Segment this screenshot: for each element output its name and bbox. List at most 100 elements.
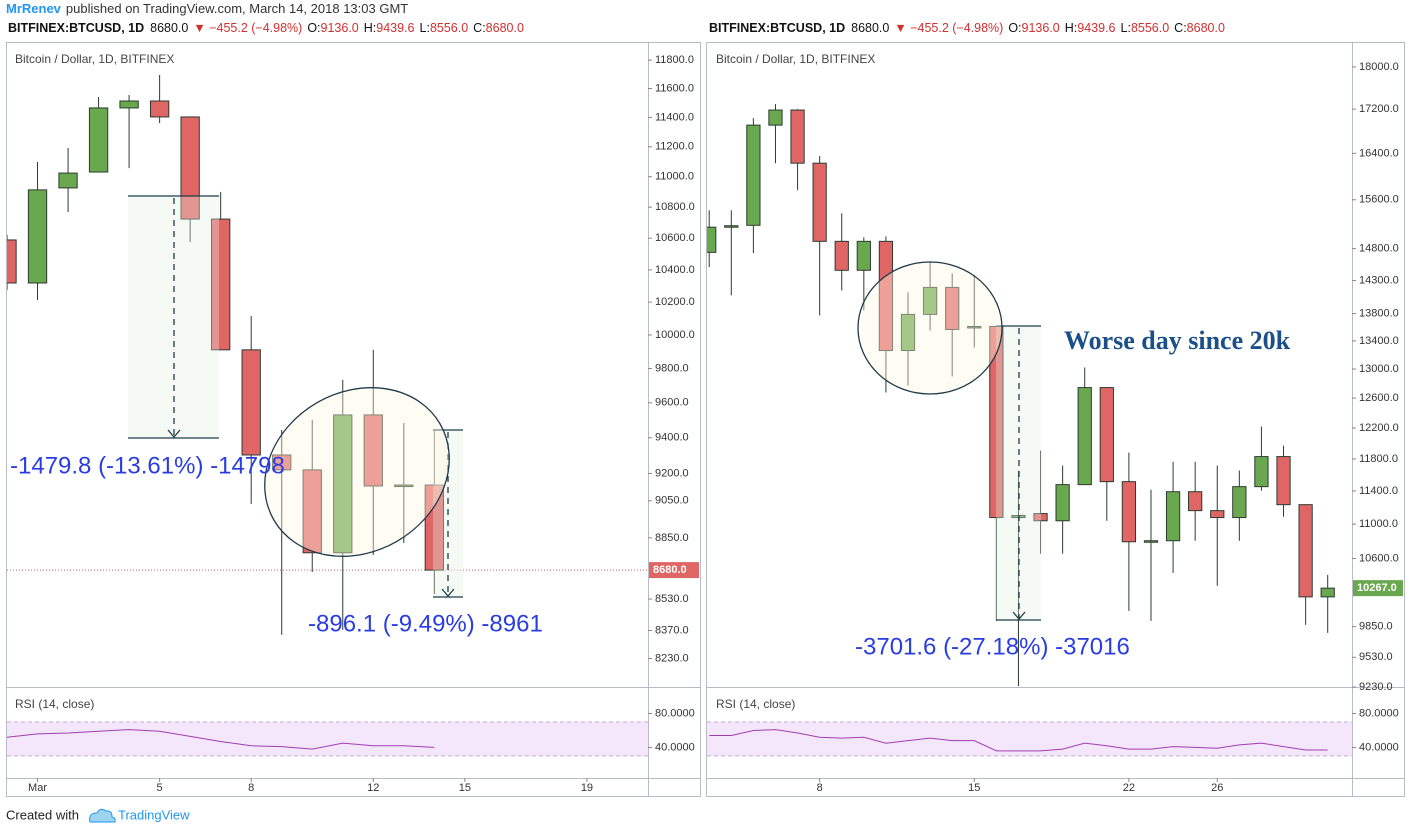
ohlc-value: 8556.0 [430,21,468,35]
candle-body [1298,504,1313,598]
symbol: BITFINEX:BTCUSD, 1D [8,21,144,35]
y-tick-label: 12600.0 [1359,392,1399,404]
y-tick-label: 16400.0 [1359,147,1399,159]
y-tick-label: 18000.0 [1359,61,1399,73]
y-tick-label: 13800.0 [1359,308,1399,320]
candle-body [241,349,261,456]
candle-body [856,240,871,271]
y-tick-label: 11000.0 [1359,518,1398,530]
last-price-label: 8680.0 [653,564,687,576]
candle-body [7,239,17,284]
y-tick-label: 12200.0 [1359,422,1399,434]
candle-body [1232,486,1247,519]
ohlc-key: H: [364,21,377,35]
y-tick-label: 8230.0 [655,652,689,664]
y-tick-label: 9600.0 [655,397,689,409]
y-tick-label: 14300.0 [1359,274,1399,286]
x-tick-label: 8 [817,782,823,794]
y-tick-label: 13000.0 [1359,363,1399,375]
ohlc-value: 8680.0 [1187,21,1225,35]
brand: TradingView [118,807,190,822]
candle-body [1188,491,1203,512]
y-tick-label: 9230.0 [1359,681,1393,693]
plot [7,74,648,635]
candle-body [1121,481,1137,543]
price: 8680.0 [851,21,889,35]
ohlc-value: 9136.0 [1022,21,1060,35]
annotation: -3701.6 (-27.18%) -37016 [855,633,1130,660]
y-tick-label: 9200.0 [655,467,689,479]
y-tick-label: 8370.0 [655,624,689,636]
y-tick-label: 10600.0 [1359,552,1399,564]
y-tick-label: 17200.0 [1359,103,1399,115]
y-tick-label: 10600.0 [655,232,695,244]
candle-body [790,109,805,164]
rsi-plot [7,721,648,757]
candle-body [1165,491,1181,542]
quote-line: BITFINEX:BTCUSD, 1D 8680.0 ▼ −455.2 (−4.98… [709,21,1225,35]
ohlc-key: L: [1121,21,1131,35]
rsi-tick-label: 40.0000 [1359,741,1399,753]
candle-body [363,414,383,487]
y-tick-label: 9530.0 [1359,651,1393,663]
candle-body [1320,587,1335,598]
highlight-ellipse [264,387,450,557]
rsi-line [7,729,435,750]
legend: Bitcoin / Dollar, 1D, BITFINEX [716,52,875,66]
annotation: -1479.8 (-13.61%) -14798 [10,452,285,479]
created-with: Created with [6,807,79,822]
y-tick-label: 11400.0 [655,111,694,123]
y-tick-label: 10800.0 [655,201,695,213]
candle-body [424,484,444,571]
last-price-label: 10267.0 [1357,582,1397,594]
y-tick-label: 9850.0 [1359,621,1393,633]
price: 8680.0 [150,21,188,35]
y-tick-label: 8850.0 [655,532,689,544]
candle-body [724,225,739,228]
x-tick-label: 12 [367,782,379,794]
quote: BITFINEX:BTCUSD, 1D 8680.0 ▼ −455.2 (−4.98… [709,21,1225,35]
candle-body [58,172,78,189]
x-tick-label: 19 [581,782,593,794]
y-tick-label: 11000.0 [655,171,694,183]
x-tick-label: 22 [1123,782,1135,794]
rsi-label: RSI (14, close) [716,697,795,711]
annotation: -896.1 (-9.49%) -8961 [308,610,543,637]
last-price-box [649,562,699,579]
y-tick-label: 11600.0 [655,82,694,94]
rsi-band [707,721,1352,756]
candle-body [272,454,292,471]
y-tick-label: 9050.0 [655,495,689,507]
candle-body [812,162,827,242]
plot [707,104,1335,686]
x-tick-label: 15 [968,782,980,794]
candle-body [922,286,938,315]
y-tick-label: 14800.0 [1359,243,1399,255]
candle-body [1143,540,1159,543]
candle-body [878,240,894,352]
candle-body [149,100,170,118]
candle-body [1055,484,1070,522]
candle-body [1210,510,1225,519]
change: ▼ −455.2 (−4.98%) [894,21,1003,35]
x-tick-label: 8 [248,782,254,794]
ohlc-key: O: [1008,21,1021,35]
candle-body [88,107,109,173]
highlight-ellipse [857,261,1003,395]
y-tick-label: 10200.0 [655,296,695,308]
logo [89,808,116,823]
ohlc-value: 9136.0 [321,21,359,35]
arrow-head [167,429,181,438]
rsi-plot [707,721,1352,757]
ohlc-value: 9439.6 [1077,21,1115,35]
x-tick-label: 26 [1211,782,1223,794]
y-tick-label: 10400.0 [655,264,695,276]
author: MrRenev [6,1,62,16]
candle-body [302,469,322,554]
y-tick-label: 13400.0 [1359,335,1399,347]
candle-body [746,124,761,226]
ohlc-value: 8556.0 [1131,21,1169,35]
rsi-line [709,729,1328,752]
labels: Bitcoin / Dollar, 1D, BITFINEX 11800.0 116… [6,42,1405,797]
